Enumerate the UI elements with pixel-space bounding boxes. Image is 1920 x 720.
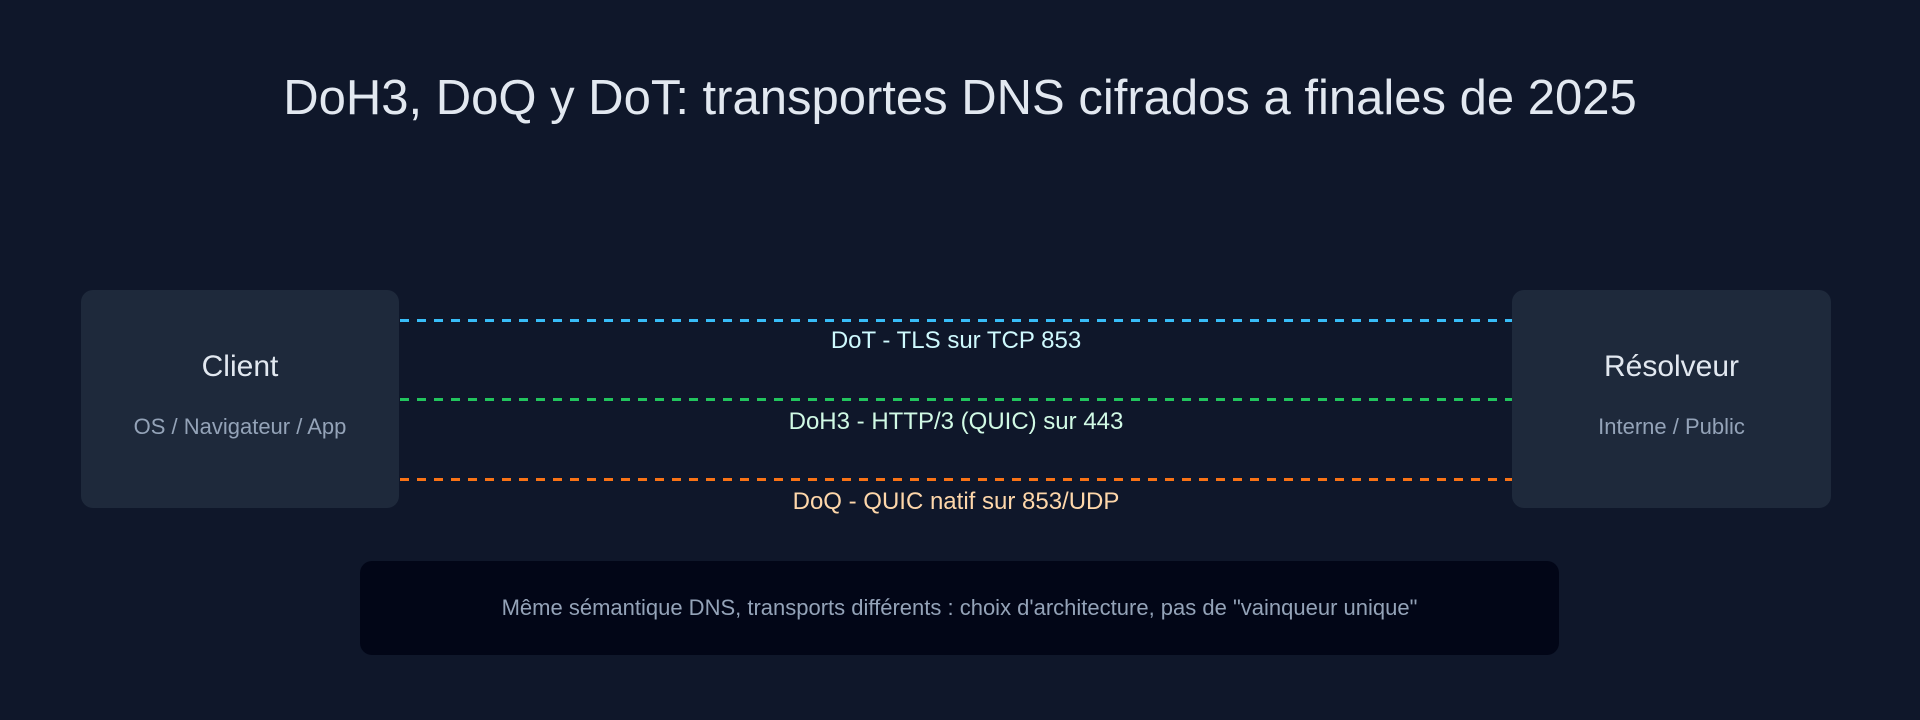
doq-connection-line <box>400 478 1512 481</box>
doh3-connection-line <box>400 398 1512 401</box>
doq-label: DoQ - QUIC natif sur 853/UDP <box>792 488 1120 515</box>
doh3-label: DoH3 - HTTP/3 (QUIC) sur 443 <box>788 408 1124 435</box>
client-node: Client OS / Navigateur / App <box>81 290 399 508</box>
summary-note-text: Même sémantique DNS, transports différen… <box>501 595 1418 620</box>
dot-connection-line <box>400 319 1512 322</box>
client-name: Client <box>201 350 279 383</box>
diagram-title: DoH3, DoQ y DoT: transportes DNS cifrado… <box>283 71 1637 125</box>
dot-label: DoT - TLS sur TCP 853 <box>830 327 1082 354</box>
resolver-sub: Interne / Public <box>1598 414 1745 439</box>
summary-note: Même sémantique DNS, transports différen… <box>360 561 1559 655</box>
client-sub: OS / Navigateur / App <box>133 414 347 439</box>
resolver-name: Résolveur <box>1603 350 1740 383</box>
resolver-node: Résolveur Interne / Public <box>1512 290 1831 508</box>
